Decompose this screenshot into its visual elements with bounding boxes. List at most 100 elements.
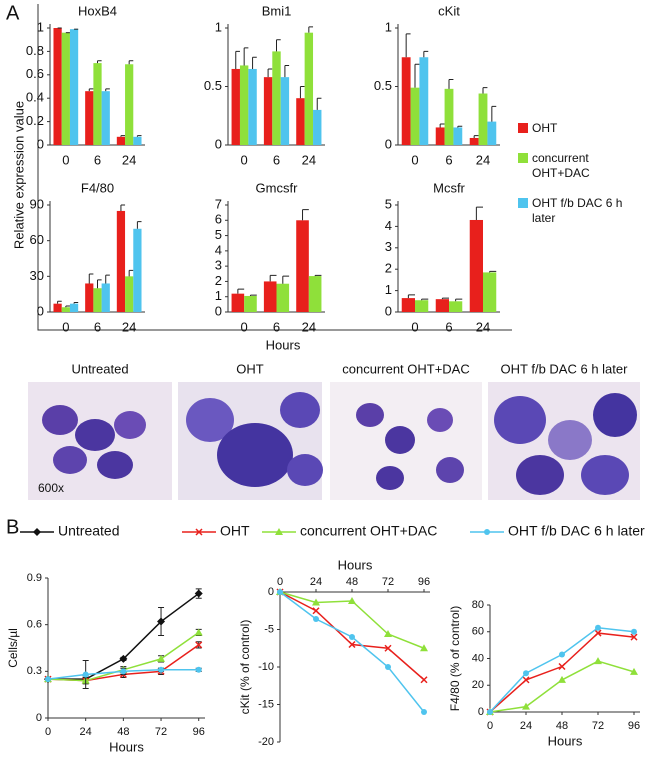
error-bar <box>97 60 102 64</box>
marker <box>630 633 638 641</box>
x-axis-label: Hours <box>266 337 301 352</box>
y-tick-label: 0 <box>215 303 222 318</box>
marker <box>522 676 530 684</box>
bar <box>239 65 249 145</box>
bar <box>453 127 463 145</box>
marker <box>348 640 356 649</box>
bar <box>85 91 94 145</box>
marker <box>630 667 638 675</box>
x-tick-label: 24 <box>476 152 490 167</box>
x-tick-label: 0 <box>487 720 493 732</box>
x-tick-label: 0 <box>62 152 69 167</box>
y-tick-label: 6 <box>215 212 222 227</box>
x-tick-label: 0 <box>62 319 69 334</box>
bar <box>272 51 281 145</box>
x-tick-label: 24 <box>520 720 532 732</box>
y-tick-label: 1 <box>37 19 44 34</box>
marker <box>119 654 128 663</box>
chart-title: Gmcsfr <box>256 180 299 195</box>
chart-title: F4/80 <box>81 180 114 195</box>
bar <box>419 57 429 145</box>
y-tick-label: 0 <box>37 136 44 151</box>
cell <box>356 403 384 427</box>
bar <box>469 219 483 312</box>
y-tick-label: 80 <box>472 599 484 611</box>
y-tick-label: 3 <box>385 239 392 254</box>
error-bar <box>407 294 415 299</box>
error-bar <box>105 88 110 92</box>
series-line <box>489 660 635 713</box>
marker <box>594 657 602 665</box>
marker <box>559 651 565 658</box>
marker <box>158 666 165 673</box>
bar <box>296 220 309 312</box>
bar <box>53 28 62 145</box>
error-bar <box>120 204 126 211</box>
cell <box>75 419 115 451</box>
x-tick-label: 24 <box>122 152 136 167</box>
error-bar <box>308 26 314 33</box>
legend-swatch <box>518 198 528 208</box>
y-tick-label: 40 <box>472 652 484 664</box>
x-tick-label: 72 <box>155 726 167 738</box>
legend-swatch <box>518 123 528 133</box>
error-bar <box>88 273 94 284</box>
y-tick-label: 0.5 <box>374 78 392 93</box>
bar <box>61 307 70 312</box>
error-bar <box>314 274 322 277</box>
x-axis-label: Hours <box>548 733 583 748</box>
bar <box>133 136 142 145</box>
bar <box>308 276 322 312</box>
bar <box>125 64 134 145</box>
x-tick-label: 6 <box>94 319 101 334</box>
bar <box>125 276 134 312</box>
marker <box>82 671 89 678</box>
x-tick-label: 6 <box>94 152 101 167</box>
chart-title: Mcsfr <box>433 180 465 195</box>
bar <box>296 98 305 145</box>
cell <box>186 398 234 442</box>
x-tick-label: 0 <box>277 576 283 588</box>
marker <box>631 628 637 635</box>
legend-label: OHT <box>532 121 558 135</box>
error-bar <box>284 64 290 78</box>
y-tick-label: 0 <box>268 586 274 598</box>
bar <box>449 301 463 312</box>
marker <box>594 629 602 637</box>
panel-frame <box>37 4 512 331</box>
chart-title: cKit <box>438 3 460 18</box>
bar <box>263 77 273 145</box>
x-tick-label: 96 <box>418 576 430 588</box>
x-tick-label: 96 <box>628 720 640 732</box>
y-tick-label: 5 <box>385 196 392 211</box>
bar <box>401 298 415 312</box>
error-bar <box>482 87 488 94</box>
error-bar <box>136 135 142 137</box>
x-tick-label: 24 <box>122 319 136 334</box>
y-tick-label: 2 <box>215 273 222 288</box>
bar <box>101 283 110 312</box>
y-tick-label: 0.6 <box>26 66 44 81</box>
y-tick-label: 20 <box>472 679 484 691</box>
marker <box>384 644 392 652</box>
series-line <box>489 626 635 713</box>
legend-label: OHT f/b DAC 6 h later <box>508 523 645 539</box>
legend-label: OHT <box>220 523 250 539</box>
error-bar <box>439 123 445 128</box>
y-tick-label: 0 <box>36 712 42 724</box>
marker <box>385 664 391 670</box>
y-tick-label: 1 <box>385 282 392 297</box>
error-bar <box>455 298 463 302</box>
marker <box>275 528 283 535</box>
error-bar <box>491 105 497 122</box>
marker <box>157 654 166 662</box>
error-bar <box>405 33 411 58</box>
bar <box>280 77 290 145</box>
marker <box>313 616 319 622</box>
chart-title: Bmi1 <box>262 3 292 18</box>
y-tick-label: 0 <box>385 136 392 151</box>
error-bar <box>73 301 79 304</box>
error-bar <box>299 86 305 99</box>
micrograph-label: Untreated <box>71 361 128 376</box>
error-bar <box>252 56 257 69</box>
